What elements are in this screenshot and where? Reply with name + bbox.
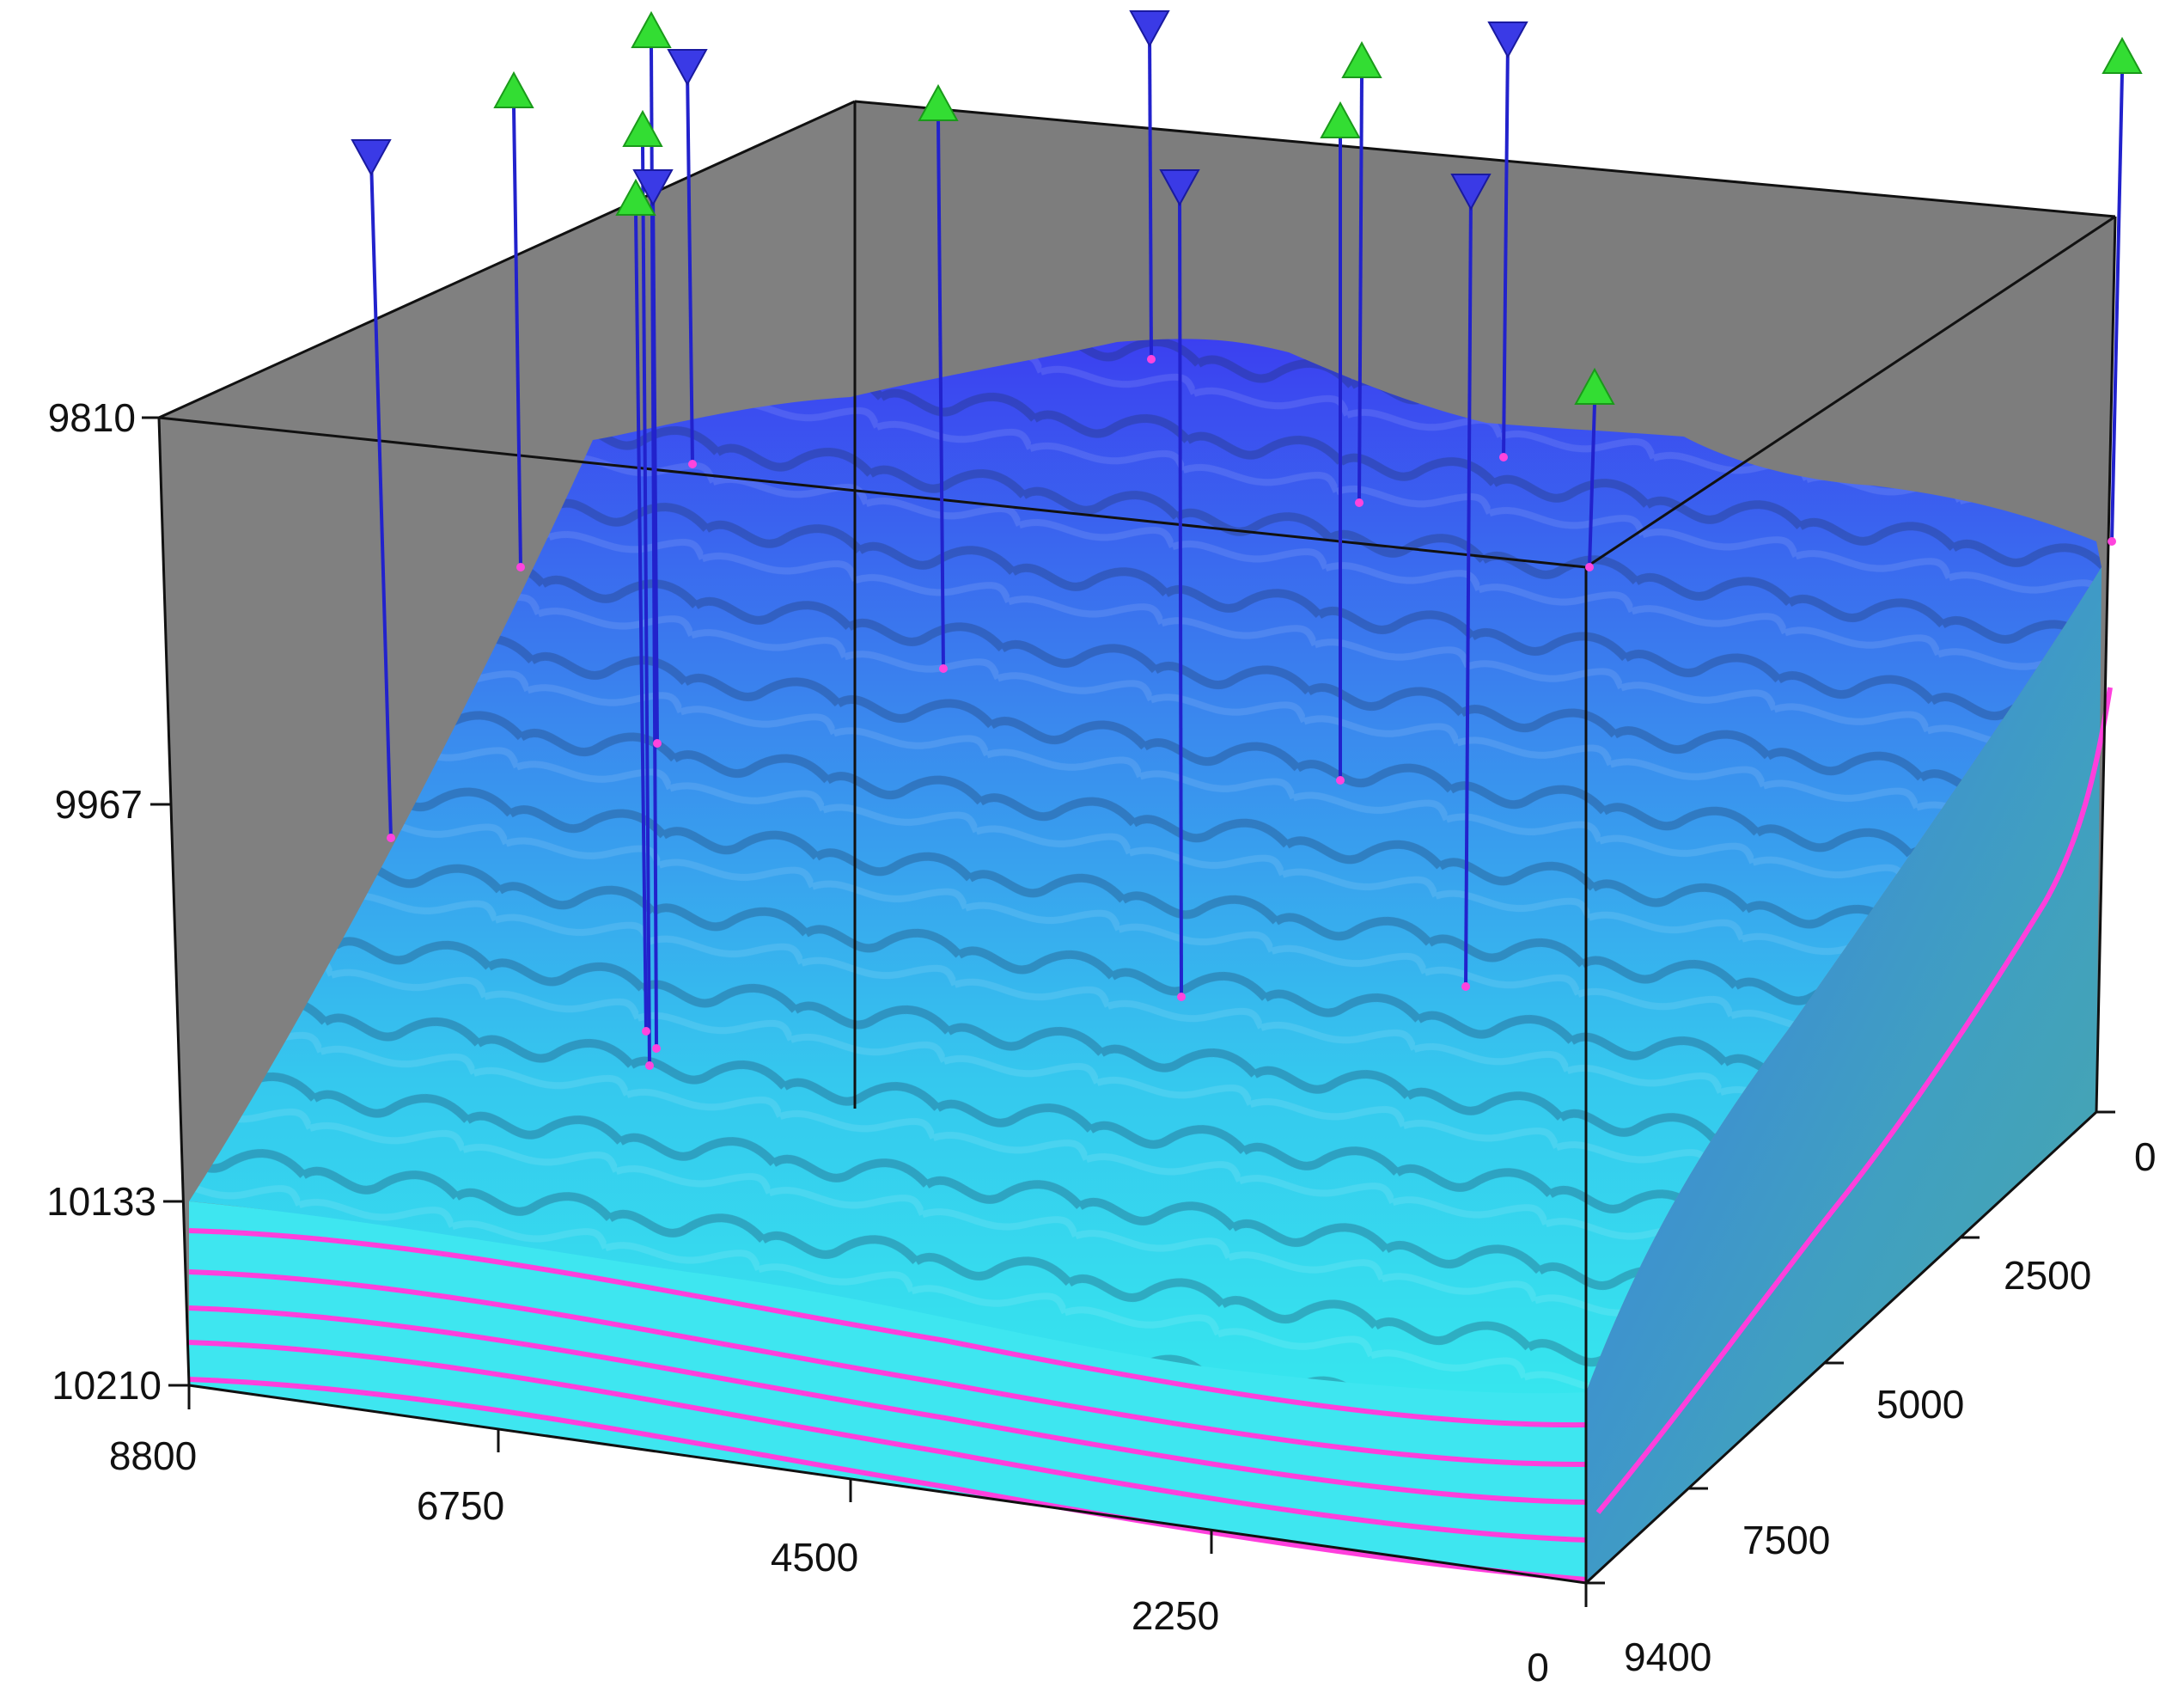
reservoir-surface (188, 339, 2113, 1583)
well-bottom-point (1355, 498, 1363, 507)
well-trajectory (1178, 188, 1183, 998)
producer-well-marker[interactable] (615, 178, 656, 216)
well-trajectory (1464, 192, 1473, 987)
edge-bottom-right (1584, 1110, 2098, 1585)
front-tick-label: 6750 (417, 1483, 504, 1528)
producer-well-marker[interactable] (918, 83, 959, 121)
depth-axis: 9810 9967 10133 10210 (46, 395, 189, 1408)
well-trajectory (369, 158, 393, 839)
front-tick-label: 0 (1527, 1645, 1549, 1690)
well-trajectory (1588, 403, 1596, 568)
well-bottom-point (688, 460, 697, 468)
injector-well-marker[interactable] (1487, 21, 1528, 59)
producer-well-marker[interactable] (493, 70, 534, 108)
injector-well-marker[interactable] (632, 169, 674, 207)
producer-well-marker[interactable] (1341, 40, 1382, 78)
well-trajectory (512, 107, 522, 568)
well-bottom-point (1177, 993, 1186, 1001)
well-bottom-point (652, 1044, 661, 1053)
well-bottom-point (1336, 776, 1345, 785)
edge-top-back (854, 100, 2116, 218)
well-bottom-point (645, 1061, 654, 1070)
layer-lines (188, 687, 2113, 1582)
producer-well-marker[interactable] (1320, 101, 1361, 138)
well-trajectory (686, 68, 694, 465)
injector-well-marker[interactable] (1159, 169, 1200, 207)
layer-line (188, 1305, 1587, 1505)
injector-well-marker[interactable] (667, 49, 708, 87)
depth-tick-label: 9810 (48, 395, 136, 440)
well-bottom-point (1499, 453, 1508, 461)
front-face (189, 1201, 1586, 1583)
front-tick-label: 2250 (1132, 1593, 1219, 1638)
well-bottom-point (1461, 982, 1470, 991)
layer-line (188, 1269, 1587, 1468)
well-trajectory (1357, 76, 1363, 504)
well-trajectory (634, 214, 648, 1032)
wells (351, 10, 2143, 1070)
well-bottom-point (1585, 563, 1594, 571)
injector-well-marker[interactable] (1129, 10, 1170, 48)
well-bottom-point (653, 739, 662, 748)
edge-top-right (1585, 215, 2116, 569)
well-trajectory (1502, 40, 1510, 458)
well-bottom-point (387, 834, 395, 842)
side-tick-label: 7500 (1742, 1518, 1830, 1562)
well-trajectory (2110, 72, 2124, 542)
well-bottom-point (642, 1027, 650, 1036)
injector-well-marker[interactable] (1450, 174, 1492, 211)
well-trajectory (1148, 29, 1153, 360)
producer-well-marker[interactable] (2102, 36, 2143, 74)
side-tick-label: 5000 (1876, 1382, 1964, 1427)
well-bottom-point (1147, 355, 1156, 364)
edge-right-vertical (2095, 216, 2117, 1113)
edge-bottom-front (188, 1384, 1587, 1585)
depth-tick-label: 10210 (52, 1363, 162, 1408)
box-edges (157, 100, 2117, 1585)
edge-left-vertical (157, 417, 191, 1386)
depth-tick-label: 10133 (46, 1179, 156, 1224)
well-bottom-point (516, 563, 525, 571)
depth-tick-label: 9967 (55, 782, 143, 827)
well-trajectory (641, 145, 651, 1066)
producer-well-marker[interactable] (631, 10, 672, 48)
layer-line (188, 1228, 1587, 1428)
surface-texture (189, 339, 2102, 1399)
well-bottom-point (2108, 537, 2116, 546)
well-bottom-point (939, 664, 948, 673)
front-axis: 8800 6750 4500 2250 0 (109, 1385, 1588, 1690)
layer-line (188, 1377, 1587, 1582)
edge-top-front (158, 416, 1587, 569)
well-trajectory (651, 188, 659, 744)
well-trajectory (936, 119, 945, 669)
front-tick-label: 8800 (109, 1433, 197, 1478)
side-face (1586, 567, 2102, 1583)
layer-line (188, 1340, 1587, 1543)
edge-top-left-back (158, 100, 856, 419)
side-axis: 0 2500 5000 7500 9400 (1586, 1110, 2157, 1679)
producer-well-marker[interactable] (622, 109, 663, 147)
side-tick-label: 9400 (1624, 1635, 1711, 1679)
side-layer-line (1595, 687, 2113, 1514)
injector-well-marker[interactable] (351, 139, 392, 177)
front-tick-label: 4500 (771, 1535, 858, 1580)
side-tick-label: 0 (2134, 1134, 2157, 1179)
producer-well-marker[interactable] (1574, 367, 1615, 405)
side-tick-label: 2500 (2004, 1253, 2091, 1298)
